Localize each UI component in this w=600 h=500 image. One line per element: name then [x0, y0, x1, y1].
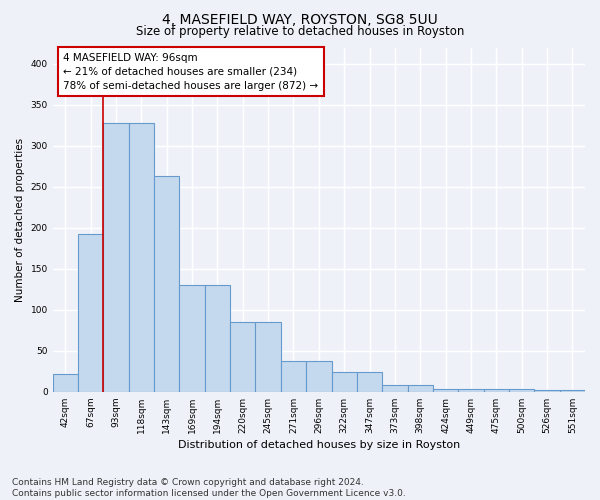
Text: Contains HM Land Registry data © Crown copyright and database right 2024.
Contai: Contains HM Land Registry data © Crown c… [12, 478, 406, 498]
Text: Size of property relative to detached houses in Royston: Size of property relative to detached ho… [136, 25, 464, 38]
Bar [129, 123, 154, 392]
Bar [433, 388, 458, 392]
Bar [78, 234, 103, 392]
Text: 4 MASEFIELD WAY: 96sqm
← 21% of detached houses are smaller (234)
78% of semi-de: 4 MASEFIELD WAY: 96sqm ← 21% of detached… [64, 52, 319, 90]
Bar [154, 176, 179, 392]
Bar [306, 360, 332, 392]
Bar [103, 123, 129, 392]
Bar [484, 388, 509, 392]
Bar [205, 285, 230, 392]
Bar [332, 372, 357, 392]
Bar [357, 372, 382, 392]
Bar [179, 285, 205, 392]
Bar [256, 322, 281, 392]
Bar [382, 386, 407, 392]
Bar [281, 360, 306, 392]
Bar [535, 390, 560, 392]
Bar [407, 386, 433, 392]
X-axis label: Distribution of detached houses by size in Royston: Distribution of detached houses by size … [178, 440, 460, 450]
Bar [560, 390, 585, 392]
Text: 4, MASEFIELD WAY, ROYSTON, SG8 5UU: 4, MASEFIELD WAY, ROYSTON, SG8 5UU [162, 12, 438, 26]
Bar [230, 322, 256, 392]
Bar [53, 374, 78, 392]
Bar [509, 388, 535, 392]
Y-axis label: Number of detached properties: Number of detached properties [15, 138, 25, 302]
Bar [458, 388, 484, 392]
